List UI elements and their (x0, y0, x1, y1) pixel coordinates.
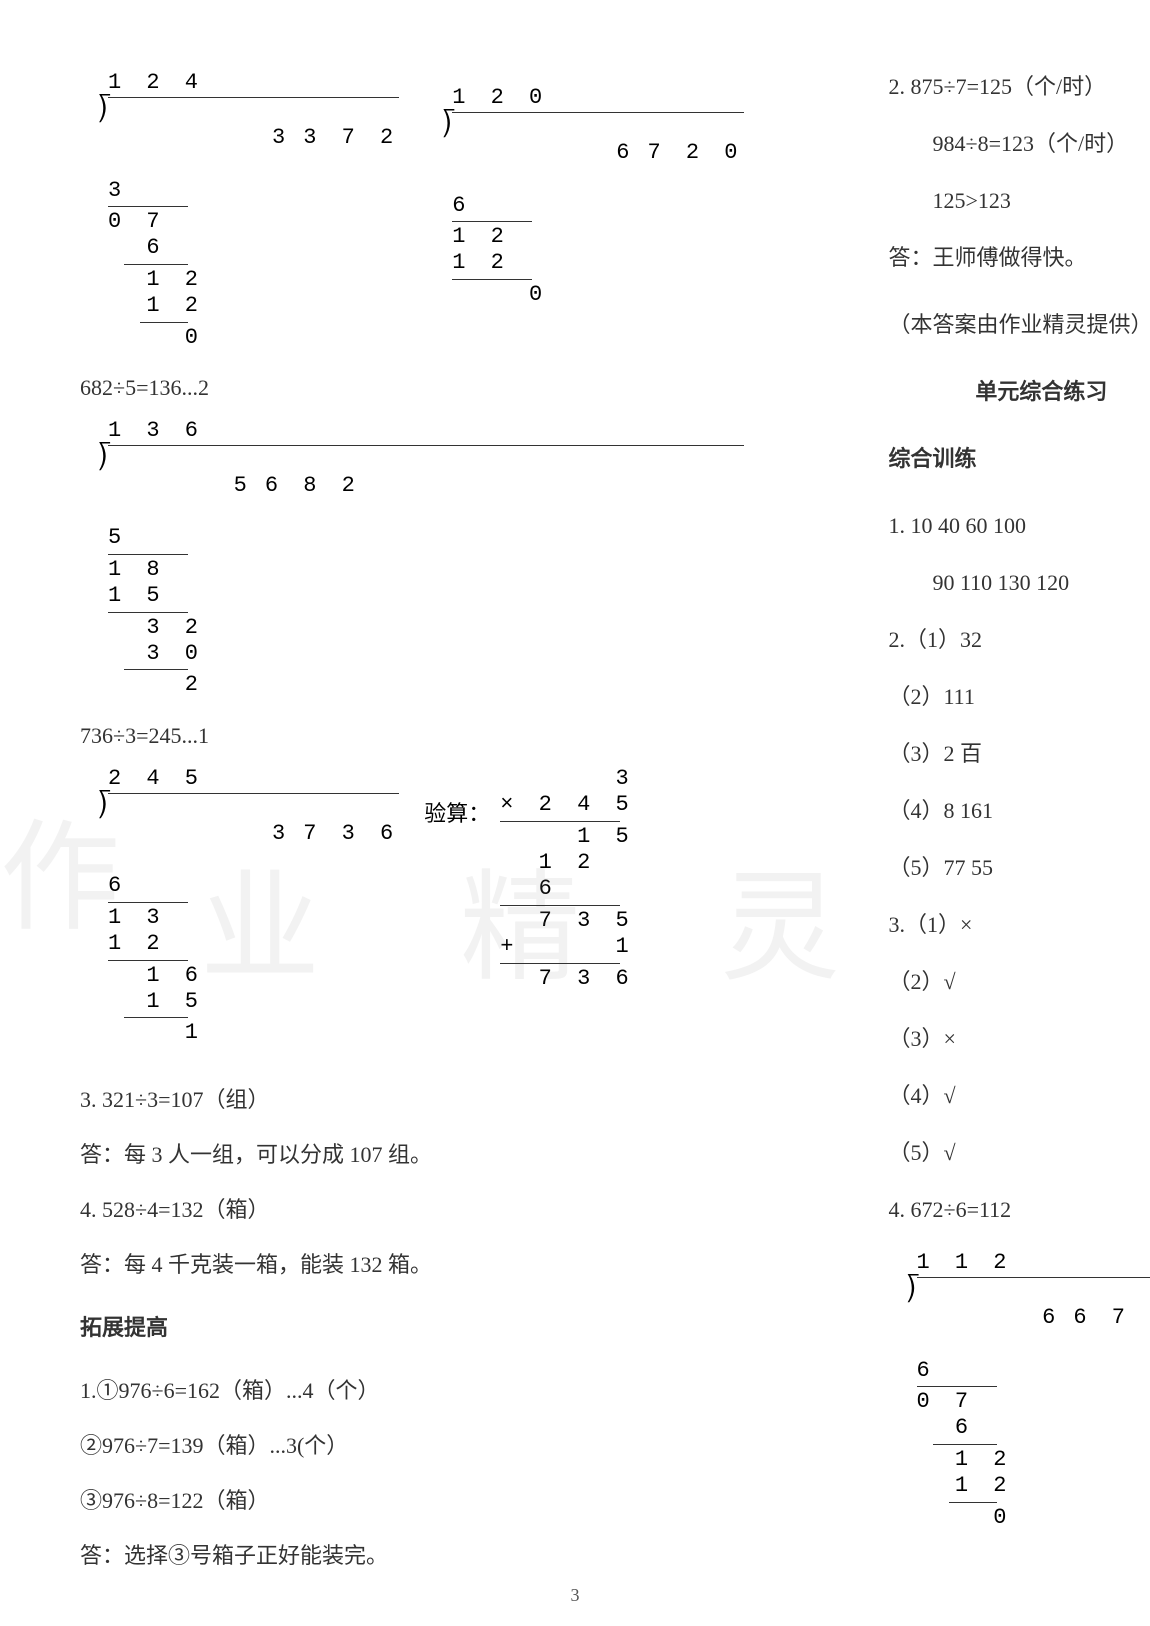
t3-1: 3.（1）× (889, 908, 1150, 941)
r-q2a: 2. 875÷7=125（个/时） (889, 70, 1150, 103)
t2-5: （5）77 55 (889, 851, 1150, 884)
section-unit-practice: 单元综合练习 (889, 375, 1150, 408)
q4: 4. 528÷4=132（箱） (80, 1193, 769, 1226)
longdiv-check-row: 2 4 5 3⟌7 3 6 6 1 3 1 2 1 6 1 5 1 验算： 3 … (80, 766, 769, 1067)
page-number: 3 (571, 1585, 580, 1606)
q3-answer: 答：每 3 人一组，可以分成 107 组。 (80, 1138, 769, 1171)
page-content: 1 2 4 3⟌3 7 2 3 0 7 6 1 2 1 2 0 1 2 0 6⟌… (80, 70, 1070, 1586)
t3-3: （3）× (889, 1022, 1150, 1055)
q3: 3. 321÷3=107（组） (80, 1083, 769, 1116)
left-column: 1 2 4 3⟌3 7 2 3 0 7 6 1 2 1 2 0 1 2 0 6⟌… (80, 70, 779, 1586)
r-q2-answer: 答：王师傅做得快。 (889, 241, 1150, 274)
r-q2b: 984÷8=123（个/时） (889, 127, 1150, 160)
t3-2: （2）√ (889, 965, 1150, 998)
section-training: 综合训练 (889, 442, 1150, 475)
t4: 4. 672÷6=112 (889, 1193, 1150, 1226)
ext-1c: ③976÷8=122（箱） (80, 1484, 769, 1517)
ext-1b: ②976÷7=139（箱）...3(个） (80, 1429, 769, 1462)
equation-736-3: 736÷3=245...1 (80, 719, 769, 752)
right-column: 2. 875÷7=125（个/时） 984÷8=123（个/时） 125>123… (859, 70, 1150, 1586)
t1b: 90 110 130 120 (889, 566, 1150, 599)
t2-2: （2）111 (889, 680, 1150, 713)
t2-1: 2.（1）32 (889, 623, 1150, 656)
longdiv-row-1: 1 2 4 3⟌3 7 2 3 0 7 6 1 2 1 2 0 1 2 0 6⟌… (80, 70, 769, 371)
check-label: 验算： (424, 796, 490, 828)
t3-5: （5）√ (889, 1136, 1150, 1169)
longdiv-682-5: 1 3 6 5⟌6 8 2 5 1 8 1 5 3 2 3 0 2 (80, 418, 744, 699)
longdiv-372-3: 1 2 4 3⟌3 7 2 3 0 7 6 1 2 1 2 0 (80, 70, 399, 351)
q4-answer: 答：每 4 千克装一箱，能装 132 箱。 (80, 1248, 769, 1281)
t3-4: （4）√ (889, 1079, 1150, 1112)
longdiv-672-6: 1 1 2 6⟌6 7 2 6 0 7 6 1 2 1 2 0 (889, 1250, 1150, 1531)
ext-1a: 1.①976÷6=162（箱）...4（个） (80, 1374, 769, 1407)
r-q2c: 125>123 (889, 184, 1150, 217)
r-credit: （本答案由作业精灵提供） (889, 308, 1150, 341)
t2-4: （4）8 161 (889, 794, 1150, 827)
check-multiplication: 3 × 2 4 5 1 5 1 2 6 7 3 5 + 1 7 3 6 (500, 766, 634, 992)
ext-answer: 答：选择③号箱子正好能装完。 (80, 1539, 769, 1572)
t2-3: （3）2 百 (889, 737, 1150, 770)
longdiv-736-3: 2 4 5 3⟌7 3 6 6 1 3 1 2 1 6 1 5 1 (80, 766, 399, 1047)
t1a: 1. 10 40 60 100 (889, 509, 1150, 542)
equation-682-5: 682÷5=136...2 (80, 371, 769, 404)
section-extension: 拓展提高 (80, 1311, 769, 1344)
longdiv-720-6: 1 2 0 6⟌7 2 0 6 1 2 1 2 0 (424, 85, 743, 308)
